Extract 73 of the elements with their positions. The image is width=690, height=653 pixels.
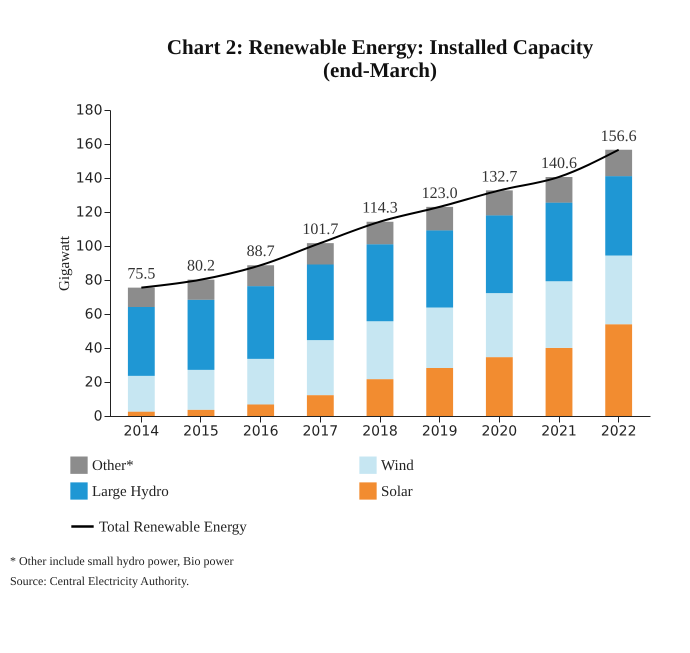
data-label: 123.0 — [422, 184, 458, 202]
bar — [605, 150, 632, 176]
bar — [546, 281, 572, 348]
bar — [546, 202, 572, 282]
bar — [188, 370, 214, 410]
bar — [128, 412, 155, 416]
legend-label: Large Hydro — [92, 484, 169, 500]
y-axis-title: Gigawatt — [56, 235, 73, 291]
bar — [188, 300, 214, 370]
bar — [247, 358, 274, 404]
y-tick-label: 0 — [94, 408, 102, 424]
data-label: 114.3 — [362, 200, 398, 217]
y-tick-label: 60 — [84, 306, 102, 322]
text: * Other include small hydro power, Bio power — [10, 554, 234, 568]
x-tick-label: 2014 — [124, 424, 160, 440]
bar — [306, 264, 334, 340]
bar — [605, 256, 632, 324]
legend-label: Other* — [92, 458, 134, 474]
y-tick-label: 160 — [76, 136, 102, 152]
bar — [188, 280, 214, 300]
bar — [486, 190, 513, 216]
bar — [605, 176, 632, 256]
y-tick-label: 100 — [76, 238, 102, 254]
x-tick-label: 2022 — [600, 424, 636, 440]
bar — [426, 230, 454, 308]
bar — [426, 368, 454, 416]
bar — [546, 348, 572, 416]
y-tick-label: 80 — [84, 272, 102, 288]
data-label: 140.6 — [541, 154, 578, 172]
x-tick-label: 2020 — [482, 424, 518, 440]
bar — [546, 176, 572, 203]
data-label: 156.6 — [600, 128, 637, 145]
bar — [486, 293, 513, 358]
source-note: Source: Central Electricity Authority. — [10, 574, 190, 588]
bar — [426, 308, 454, 368]
x-tick-label: 2015 — [183, 424, 219, 440]
bar — [366, 244, 394, 322]
legend-label: Solar — [381, 484, 413, 500]
bar — [486, 215, 513, 294]
data-label: 75.5 — [127, 266, 156, 283]
bar — [247, 286, 274, 359]
bar — [366, 379, 394, 416]
legend-label: Total Renewable Energy — [99, 520, 248, 536]
bar — [366, 222, 394, 244]
data-label: 88.7 — [246, 243, 275, 260]
y-tick-label: 120 — [76, 204, 102, 220]
chart-title: Chart 2: Renewable Energy: Installed Capacity (end-March) — [166, 35, 594, 82]
bar — [128, 288, 155, 308]
bar — [128, 307, 155, 376]
data-label: 101.7 — [302, 221, 338, 238]
bar — [306, 243, 334, 265]
legend-label: Wind — [381, 458, 414, 474]
data-label: 132.7 — [481, 168, 518, 186]
y-tick-label: 180 — [76, 102, 102, 118]
data-label: 80.2 — [186, 258, 215, 275]
x-tick-label: 2016 — [242, 424, 279, 440]
bar — [188, 410, 214, 416]
bar — [247, 404, 274, 416]
y-tick-label: 20 — [84, 374, 102, 390]
x-tick-label: 2019 — [422, 424, 458, 440]
bar — [306, 340, 334, 396]
bar — [366, 321, 394, 380]
y-tick-label: 40 — [84, 340, 102, 356]
x-tick-label: 2018 — [362, 424, 398, 440]
bar — [306, 395, 334, 416]
x-tick-label: 2017 — [302, 424, 338, 440]
bar — [247, 265, 274, 286]
x-tick-label: 2021 — [541, 424, 577, 440]
bar — [426, 206, 454, 230]
bar — [486, 357, 513, 416]
bar — [605, 324, 632, 416]
y-tick-label: 140 — [76, 170, 102, 186]
bar — [128, 376, 155, 412]
